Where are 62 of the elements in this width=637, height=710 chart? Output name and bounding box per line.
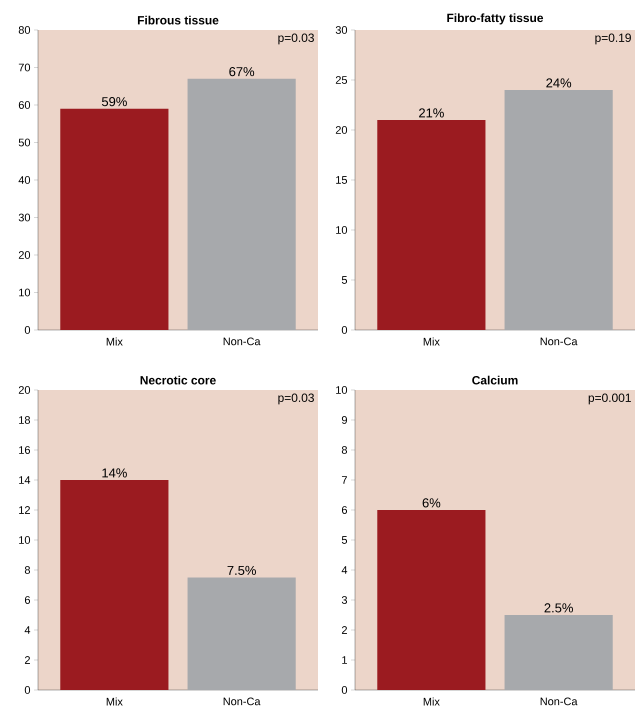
chart-title: Fibro-fatty tissue bbox=[447, 13, 544, 24]
x-tick-label: Mix bbox=[424, 698, 440, 706]
data-label: 59% bbox=[102, 97, 127, 106]
annotation: p=0.19 bbox=[595, 34, 631, 44]
y-tick-label: 0 bbox=[342, 686, 348, 694]
y-tick-label: 70 bbox=[18, 64, 30, 72]
x-tick-label: Non-Ca bbox=[224, 338, 261, 346]
y-tick-label: 2 bbox=[24, 656, 30, 664]
y-tick-label: 10 bbox=[19, 536, 30, 544]
y-tick-label: 20 bbox=[18, 251, 30, 259]
y-tick-label: 5 bbox=[342, 536, 348, 544]
y-tick-label: 50 bbox=[18, 138, 30, 146]
y-tick-label: 0 bbox=[342, 326, 348, 334]
data-label: 6% bbox=[422, 498, 440, 508]
y-tick-label: 30 bbox=[336, 26, 348, 34]
x-tick-label: Non-Ca bbox=[540, 698, 578, 706]
y-tick-label: 10 bbox=[336, 226, 348, 234]
x-tick-label: Mix bbox=[106, 698, 123, 706]
y-tick-label: 0 bbox=[24, 326, 30, 334]
annotation: p=0.03 bbox=[278, 34, 314, 44]
y-tick-label: 16 bbox=[19, 446, 30, 454]
y-tick-label: 25 bbox=[336, 76, 348, 84]
data-label: 67% bbox=[229, 67, 254, 76]
y-tick-label: 10 bbox=[336, 386, 348, 394]
y-tick-label: 5 bbox=[342, 276, 348, 284]
x-tick-label: Mix bbox=[106, 338, 123, 346]
y-tick-label: 30 bbox=[18, 214, 30, 222]
annotation: p=0.03 bbox=[278, 394, 314, 404]
chart-title: Necrotic core bbox=[140, 376, 216, 384]
chart-title: Calcium bbox=[472, 376, 518, 384]
y-tick-label: 10 bbox=[19, 288, 30, 296]
y-tick-label: 20 bbox=[18, 386, 30, 394]
y-tick-label: 3 bbox=[342, 596, 348, 604]
y-tick-label: 80 bbox=[18, 26, 30, 34]
annotation: p=0.001 bbox=[588, 394, 631, 404]
x-tick-label: Mix bbox=[424, 338, 440, 346]
y-tick-label: 1 bbox=[342, 656, 347, 664]
data-label: 24% bbox=[546, 78, 572, 88]
y-tick-label: 4 bbox=[24, 626, 30, 634]
data-label: 21% bbox=[419, 108, 444, 118]
data-label: 14% bbox=[102, 468, 127, 478]
y-tick-label: 18 bbox=[19, 416, 30, 424]
x-tick-label: Non-Ca bbox=[540, 338, 578, 346]
y-tick-label: 7 bbox=[342, 476, 347, 484]
y-tick-label: 60 bbox=[18, 101, 30, 109]
y-tick-label: 40 bbox=[18, 176, 30, 184]
x-tick-label: Non-Ca bbox=[224, 698, 261, 706]
y-tick-label: 6 bbox=[342, 506, 348, 514]
y-tick-label: 12 bbox=[19, 506, 30, 514]
y-tick-label: 0 bbox=[24, 686, 30, 694]
data-label: 2.5% bbox=[544, 603, 573, 612]
y-tick-label: 15 bbox=[336, 176, 348, 184]
y-tick-label: 4 bbox=[342, 566, 348, 574]
y-tick-label: 8 bbox=[342, 446, 348, 454]
y-tick-label: 2 bbox=[342, 626, 347, 634]
y-tick-label: 9 bbox=[342, 416, 347, 424]
y-tick-label: 14 bbox=[19, 476, 30, 484]
y-tick-label: 8 bbox=[24, 566, 30, 574]
data-label: 7.5% bbox=[228, 566, 256, 575]
y-tick-label: 6 bbox=[24, 596, 30, 604]
chart-title: Fibrous tissue bbox=[138, 16, 218, 24]
y-tick-label: 20 bbox=[336, 126, 348, 134]
